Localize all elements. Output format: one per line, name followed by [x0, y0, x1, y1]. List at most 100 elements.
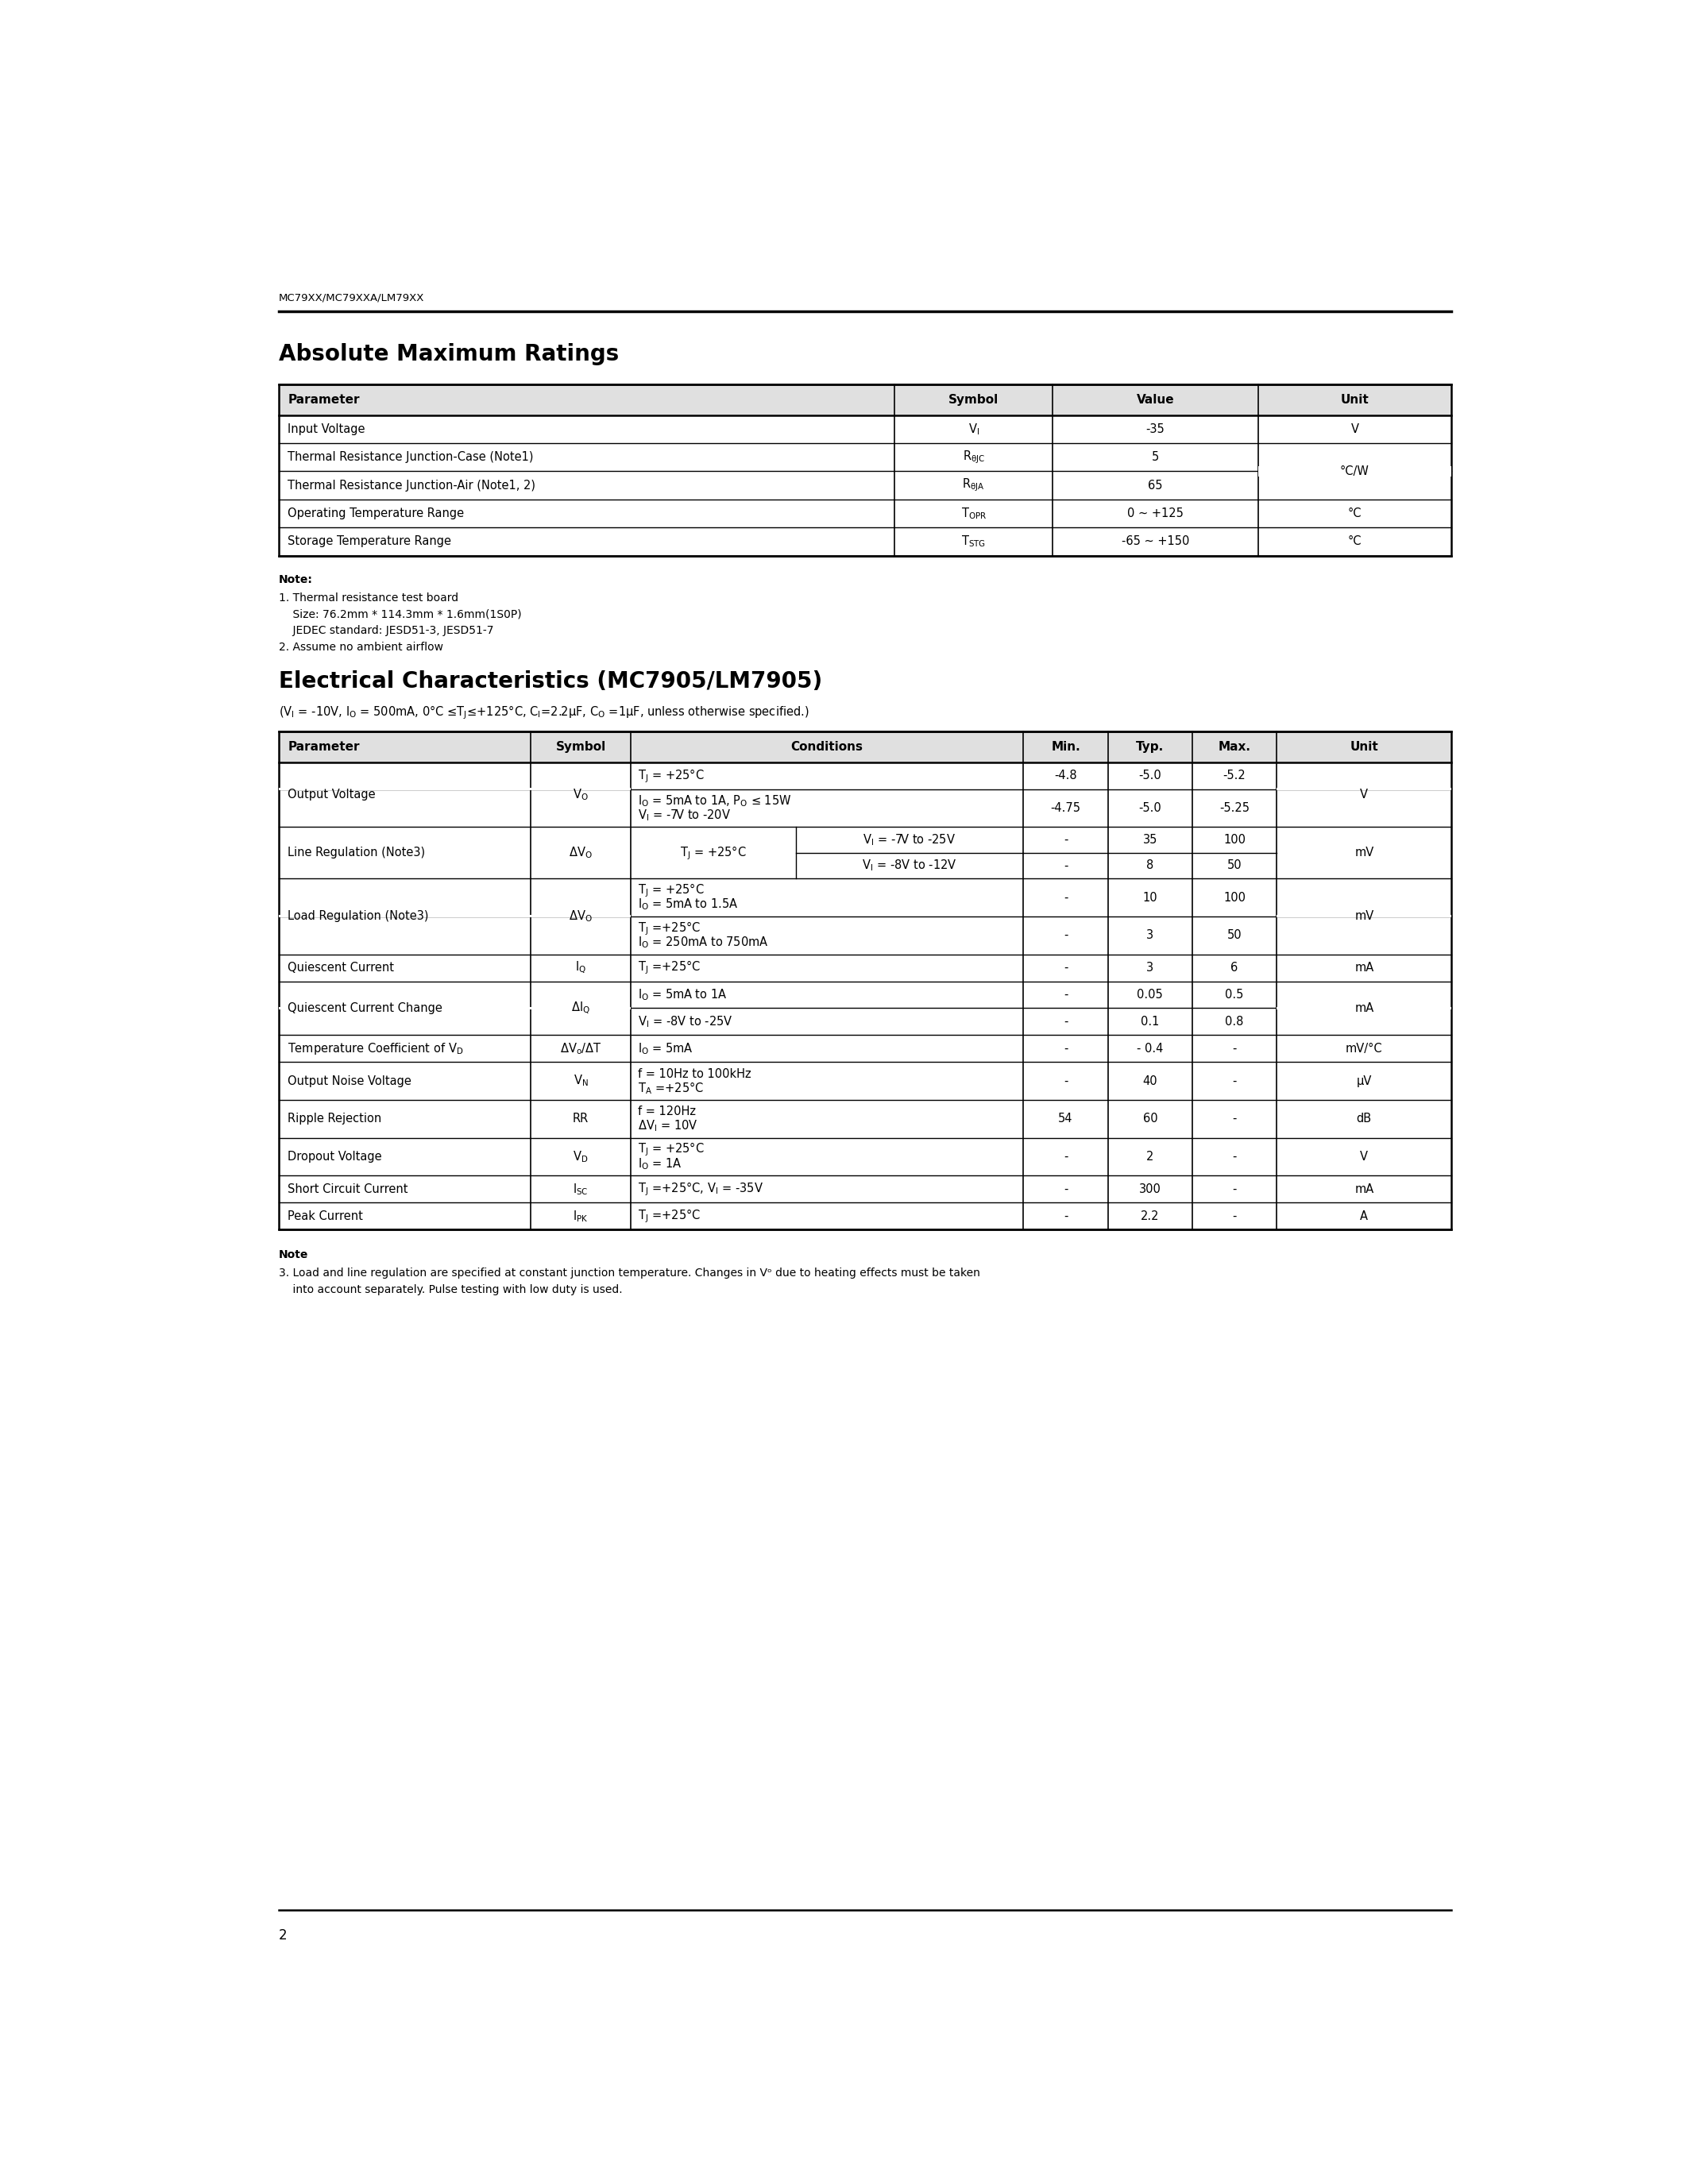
Text: Size: 76.2mm * 114.3mm * 1.6mm(1S0P): Size: 76.2mm * 114.3mm * 1.6mm(1S0P) — [279, 609, 522, 620]
Text: 6: 6 — [1231, 961, 1239, 974]
Text: Value: Value — [1136, 393, 1175, 406]
Text: 5: 5 — [1151, 452, 1160, 463]
Text: Thermal Resistance Junction-Case (Note1): Thermal Resistance Junction-Case (Note1) — [289, 452, 533, 463]
Text: 10: 10 — [1143, 891, 1158, 904]
Text: JEDEC standard: JESD51-3, JESD51-7: JEDEC standard: JESD51-3, JESD51-7 — [279, 625, 493, 636]
Text: 100: 100 — [1224, 834, 1246, 845]
Text: 0.5: 0.5 — [1225, 989, 1244, 1000]
Text: into account separately. Pulse testing with low duty is used.: into account separately. Pulse testing w… — [279, 1284, 623, 1295]
Text: Peak Current: Peak Current — [289, 1210, 363, 1223]
Text: 60: 60 — [1143, 1114, 1158, 1125]
Text: -: - — [1063, 860, 1069, 871]
Text: 54: 54 — [1058, 1114, 1074, 1125]
Text: T$_\mathrm{J}$ =+25°C: T$_\mathrm{J}$ =+25°C — [638, 919, 701, 937]
Text: mV: mV — [1354, 847, 1374, 858]
Text: V$_\mathrm{O}$: V$_\mathrm{O}$ — [572, 786, 589, 802]
Text: 0.05: 0.05 — [1138, 989, 1163, 1000]
Bar — [1276, 788, 1452, 791]
Bar — [279, 1007, 530, 1009]
Text: -: - — [1232, 1184, 1237, 1195]
Text: 2.2: 2.2 — [1141, 1210, 1160, 1223]
Text: -: - — [1063, 961, 1069, 974]
Text: 50: 50 — [1227, 930, 1242, 941]
Text: A: A — [1361, 1210, 1367, 1223]
Text: mV: mV — [1354, 911, 1374, 922]
Text: 2: 2 — [1146, 1151, 1155, 1162]
Text: V$_\mathrm{I}$ = -8V to -25V: V$_\mathrm{I}$ = -8V to -25V — [638, 1013, 733, 1029]
Text: V$_\mathrm{I}$: V$_\mathrm{I}$ — [967, 422, 979, 437]
Text: (V$_\mathrm{I}$ = -10V, I$_\mathrm{O}$ = 500mA, 0°C ≤T$_\mathrm{J}$≤+125°C, C$_\: (V$_\mathrm{I}$ = -10V, I$_\mathrm{O}$ =… — [279, 703, 809, 721]
Text: I$_\mathrm{O}$ = 5mA to 1A: I$_\mathrm{O}$ = 5mA to 1A — [638, 987, 728, 1002]
Text: 1. Thermal resistance test board: 1. Thermal resistance test board — [279, 592, 459, 603]
Text: Input Voltage: Input Voltage — [289, 424, 365, 435]
Text: Output Noise Voltage: Output Noise Voltage — [289, 1075, 412, 1088]
Text: 8: 8 — [1146, 860, 1155, 871]
Text: Typ.: Typ. — [1136, 740, 1165, 753]
Text: mA: mA — [1354, 1002, 1374, 1013]
Bar — [279, 384, 1452, 415]
Text: Electrical Characteristics (MC7905/LM7905): Electrical Characteristics (MC7905/LM790… — [279, 670, 822, 692]
Text: Note: Note — [279, 1249, 309, 1260]
Text: Load Regulation (Note3): Load Regulation (Note3) — [289, 911, 429, 922]
Text: Operating Temperature Range: Operating Temperature Range — [289, 507, 464, 520]
Text: -35: -35 — [1146, 424, 1165, 435]
Text: f = 10Hz to 100kHz: f = 10Hz to 100kHz — [638, 1068, 751, 1079]
Text: 40: 40 — [1143, 1075, 1158, 1088]
Text: Unit: Unit — [1350, 740, 1379, 753]
Text: mA: mA — [1354, 1184, 1374, 1195]
Text: T$_\mathrm{J}$ = +25°C: T$_\mathrm{J}$ = +25°C — [638, 767, 704, 784]
Text: Parameter: Parameter — [289, 393, 360, 406]
Text: I$_\mathrm{O}$ = 5mA to 1A, P$_\mathrm{O}$ ≤ 15W: I$_\mathrm{O}$ = 5mA to 1A, P$_\mathrm{O… — [638, 793, 792, 808]
Text: Symbol: Symbol — [949, 393, 999, 406]
Text: R$_\mathrm{\theta JA}$: R$_\mathrm{\theta JA}$ — [962, 476, 984, 494]
Text: ΔV$_\mathrm{O}$: ΔV$_\mathrm{O}$ — [569, 909, 592, 924]
Text: T$_\mathrm{J}$ =+25°C: T$_\mathrm{J}$ =+25°C — [638, 1208, 701, 1225]
Text: V$_\mathrm{I}$ = -7V to -20V: V$_\mathrm{I}$ = -7V to -20V — [638, 808, 731, 823]
Bar — [1276, 1007, 1452, 1009]
Text: -: - — [1063, 1042, 1069, 1055]
Bar — [530, 788, 631, 791]
Text: I$_\mathrm{PK}$: I$_\mathrm{PK}$ — [572, 1208, 589, 1223]
Text: R$_\mathrm{\theta JC}$: R$_\mathrm{\theta JC}$ — [962, 450, 984, 465]
Text: 300: 300 — [1139, 1184, 1161, 1195]
Text: V: V — [1361, 1151, 1367, 1162]
Bar — [279, 732, 1452, 1230]
Text: 3: 3 — [1146, 961, 1153, 974]
Text: V: V — [1350, 424, 1359, 435]
Text: 0.8: 0.8 — [1225, 1016, 1244, 1026]
Text: Quiescent Current: Quiescent Current — [289, 961, 395, 974]
Text: -: - — [1063, 834, 1069, 845]
Text: T$_\mathrm{J}$ =+25°C: T$_\mathrm{J}$ =+25°C — [638, 959, 701, 976]
Text: T$_\mathrm{J}$ = +25°C: T$_\mathrm{J}$ = +25°C — [680, 845, 746, 860]
Text: 2: 2 — [279, 1928, 287, 1944]
Text: dB: dB — [1357, 1114, 1372, 1125]
Text: T$_\mathrm{J}$ = +25°C: T$_\mathrm{J}$ = +25°C — [638, 1140, 704, 1158]
Text: Note:: Note: — [279, 574, 312, 585]
Text: Unit: Unit — [1340, 393, 1369, 406]
Text: V$_\mathrm{N}$: V$_\mathrm{N}$ — [574, 1075, 587, 1088]
Text: -: - — [1063, 1210, 1069, 1223]
Text: 35: 35 — [1143, 834, 1158, 845]
Text: T$_\mathrm{J}$ =+25°C, V$_\mathrm{I}$ = -35V: T$_\mathrm{J}$ =+25°C, V$_\mathrm{I}$ = … — [638, 1182, 763, 1197]
Text: Symbol: Symbol — [555, 740, 606, 753]
Text: 3: 3 — [1146, 930, 1153, 941]
Bar — [279, 384, 1452, 555]
Bar — [279, 732, 1452, 762]
Text: T$_\mathrm{A}$ =+25°C: T$_\mathrm{A}$ =+25°C — [638, 1081, 704, 1096]
Text: I$_\mathrm{Q}$: I$_\mathrm{Q}$ — [576, 961, 586, 976]
Text: V$_\mathrm{I}$ = -7V to -25V: V$_\mathrm{I}$ = -7V to -25V — [863, 832, 955, 847]
Text: V$_\mathrm{D}$: V$_\mathrm{D}$ — [572, 1149, 589, 1164]
Bar — [1276, 915, 1452, 917]
Text: -: - — [1232, 1210, 1237, 1223]
Text: μV: μV — [1357, 1075, 1372, 1088]
Text: 50: 50 — [1227, 860, 1242, 871]
Text: °C/W: °C/W — [1340, 465, 1369, 476]
Text: I$_\mathrm{O}$ = 1A: I$_\mathrm{O}$ = 1A — [638, 1155, 682, 1171]
Bar — [279, 788, 530, 791]
Text: Dropout Voltage: Dropout Voltage — [289, 1151, 381, 1162]
Text: °C: °C — [1347, 535, 1362, 548]
Bar — [530, 915, 631, 917]
Text: T$_\mathrm{J}$ = +25°C: T$_\mathrm{J}$ = +25°C — [638, 882, 704, 900]
Text: Temperature Coefficient of V$_\mathrm{D}$: Temperature Coefficient of V$_\mathrm{D}… — [289, 1042, 464, 1057]
Text: -5.2: -5.2 — [1224, 769, 1246, 782]
